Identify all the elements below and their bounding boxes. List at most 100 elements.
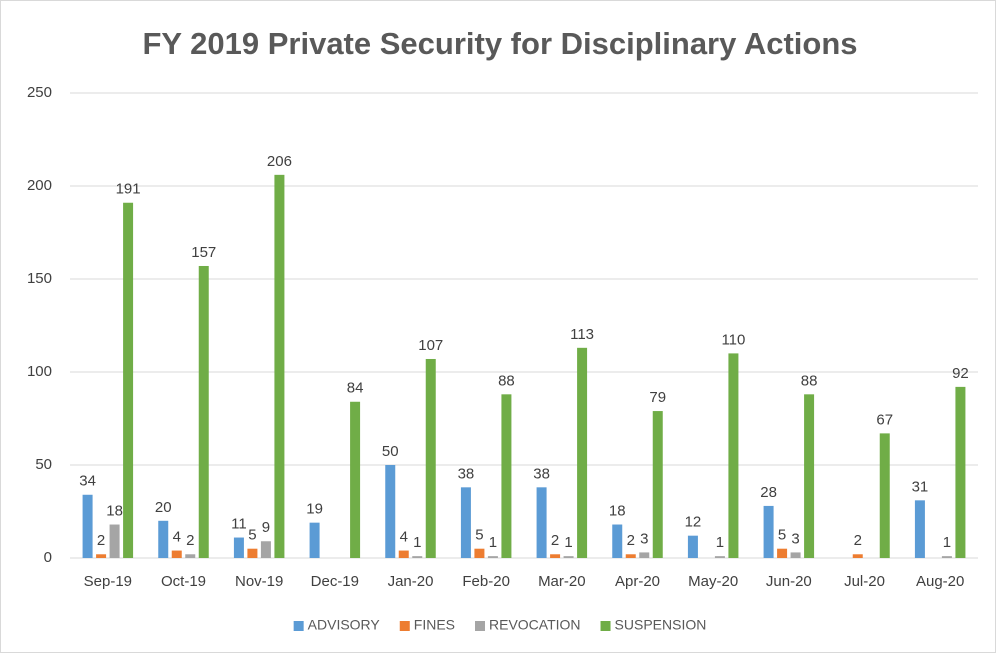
x-tick-label: Jul-20	[844, 573, 885, 590]
data-label: 50	[382, 443, 399, 460]
data-label: 2	[186, 532, 194, 549]
y-tick-label: 200	[27, 177, 52, 194]
bar	[171, 550, 182, 558]
bar	[914, 500, 925, 558]
bar	[109, 524, 120, 558]
bar	[260, 541, 271, 558]
bar	[425, 358, 436, 558]
data-label: 34	[79, 473, 96, 490]
data-label: 2	[627, 532, 635, 549]
bar	[941, 556, 952, 558]
y-tick-label: 250	[27, 84, 52, 101]
data-label: 191	[116, 181, 141, 198]
data-label: 18	[609, 502, 626, 519]
bar	[577, 347, 588, 558]
bar	[536, 487, 547, 558]
bar	[790, 552, 801, 558]
data-label: 31	[912, 478, 929, 495]
bar	[198, 265, 209, 558]
bar	[474, 548, 485, 558]
x-tick-label: May-20	[688, 573, 738, 590]
bar	[639, 552, 650, 558]
bar	[652, 411, 663, 558]
x-tick-label: Oct-19	[161, 573, 206, 590]
x-tick-label: Jan-20	[388, 573, 434, 590]
data-label: 88	[498, 372, 515, 389]
data-label: 4	[173, 529, 181, 546]
data-label: 9	[262, 519, 270, 536]
bar	[625, 554, 636, 558]
legend-label: ADVISORY	[308, 617, 381, 633]
data-label: 19	[306, 501, 323, 518]
data-label: 79	[649, 389, 666, 406]
bar	[487, 556, 498, 558]
data-label: 1	[716, 534, 724, 551]
data-label: 2	[854, 532, 862, 549]
data-label: 3	[791, 530, 799, 547]
bar	[158, 520, 169, 558]
data-label: 5	[778, 527, 786, 544]
legend-swatch	[600, 621, 611, 631]
data-label: 88	[801, 372, 818, 389]
legend-label: SUSPENSION	[615, 617, 707, 633]
x-tick-label: Feb-20	[462, 573, 510, 590]
bar	[612, 524, 623, 558]
y-tick-label: 50	[35, 456, 52, 473]
bar	[123, 202, 134, 559]
data-label: 12	[685, 514, 702, 531]
bar	[233, 537, 244, 558]
data-label: 4	[400, 529, 408, 546]
x-tick-label: Sep-19	[84, 573, 132, 590]
bar	[185, 554, 196, 558]
y-tick-label: 100	[27, 363, 52, 380]
data-label: 1	[489, 534, 497, 551]
bar	[82, 494, 93, 558]
data-label: 2	[551, 532, 559, 549]
data-label: 110	[721, 331, 745, 348]
data-label: 2	[97, 532, 105, 549]
legend-label: FINES	[414, 617, 455, 633]
bar	[501, 394, 512, 558]
data-label: 1	[413, 534, 421, 551]
data-label: 20	[155, 499, 172, 516]
data-label: 18	[106, 502, 123, 519]
bar	[274, 174, 285, 558]
data-label: 5	[248, 527, 256, 544]
x-tick-label: Nov-19	[235, 573, 283, 590]
bar	[879, 433, 890, 558]
x-tick-label: Dec-19	[311, 573, 359, 590]
data-label: 38	[533, 465, 550, 482]
bar	[852, 554, 863, 558]
data-label: 1	[943, 534, 951, 551]
data-label: 206	[267, 153, 292, 170]
x-tick-label: Jun-20	[766, 573, 812, 590]
bar	[398, 550, 409, 558]
bar	[728, 353, 739, 558]
data-label: 38	[458, 465, 475, 482]
bar	[804, 394, 815, 558]
bar	[96, 554, 107, 558]
y-tick-label: 150	[27, 270, 52, 287]
x-tick-label: Apr-20	[615, 573, 660, 590]
bar	[350, 401, 361, 558]
x-tick-label: Mar-20	[538, 573, 586, 590]
data-label: 67	[876, 411, 893, 428]
bar	[309, 522, 320, 558]
data-label: 107	[418, 337, 443, 354]
data-label: 1	[564, 534, 572, 551]
bar	[550, 554, 561, 558]
y-tick-label: 0	[44, 549, 52, 566]
bar	[687, 535, 698, 558]
bar	[714, 556, 725, 558]
data-label: 84	[347, 380, 364, 397]
bar	[247, 548, 258, 558]
bar	[563, 556, 574, 558]
data-label: 157	[191, 244, 216, 261]
legend-swatch	[399, 621, 410, 631]
data-label: 11	[231, 516, 247, 533]
data-label: 92	[952, 365, 969, 382]
legend-swatch	[293, 621, 304, 631]
chart-title: FY 2019 Private Security for Disciplinar…	[142, 26, 857, 61]
